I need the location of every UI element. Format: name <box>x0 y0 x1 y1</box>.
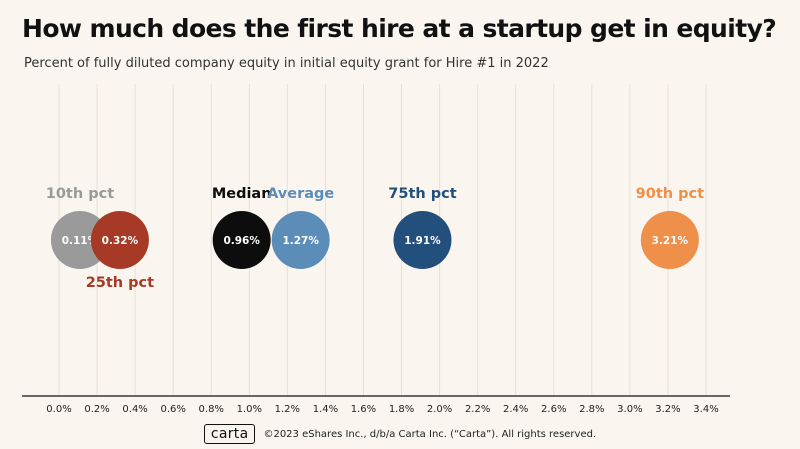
x-tick-label: 2.6% <box>541 404 566 415</box>
x-tick-label: 0.8% <box>199 404 224 415</box>
x-tick-label: 2.0% <box>427 404 452 415</box>
point-name-label: 90th pct <box>636 186 704 202</box>
x-tick-label: 3.4% <box>693 404 718 415</box>
x-tick-label: 0.0% <box>46 404 71 415</box>
x-tick-label: 3.0% <box>617 404 642 415</box>
point-name-label: Average <box>267 186 334 202</box>
x-tick-label: 0.4% <box>122 404 147 415</box>
data-label: 1.27% <box>282 235 319 247</box>
point-name-label: 75th pct <box>388 186 456 202</box>
data-label: 0.32% <box>102 235 139 247</box>
footer: carta ©2023 eShares Inc., d/b/a Carta In… <box>0 424 800 444</box>
point-name-label: Median <box>212 186 272 202</box>
data-point <box>50 211 109 269</box>
point-name-label: 25th pct <box>86 275 154 291</box>
x-tick-label: 1.2% <box>275 404 300 415</box>
x-tick-label: 0.2% <box>84 404 109 415</box>
x-tick-label: 1.0% <box>237 404 262 415</box>
x-tick-label: 3.2% <box>655 404 680 415</box>
data-point <box>393 211 452 269</box>
data-points: 0.11% 10th pct 0.32% 25th pct 0.96% Median 1.2… <box>46 186 704 291</box>
x-tick-labels: 0.0% 0.2% 0.4% 0.6% 0.8% 1.0% 1.2% 1.4% 1.6% 1.8%… <box>46 404 718 415</box>
data-point <box>212 211 271 269</box>
chart-title: How much does the first hire at a startu… <box>22 14 777 43</box>
x-tick-label: 1.6% <box>351 404 376 415</box>
chart-subtitle: Percent of fully diluted company equity … <box>24 56 549 71</box>
x-tick-label: 1.8% <box>389 404 414 415</box>
x-tick-label: 0.6% <box>160 404 185 415</box>
data-point <box>640 211 699 269</box>
data-label: 3.21% <box>652 235 689 247</box>
x-tick-label: 2.4% <box>503 404 528 415</box>
x-tick-label: 2.2% <box>465 404 490 415</box>
point-name-label: 10th pct <box>46 186 114 202</box>
carta-logo: carta <box>203 424 256 444</box>
x-tick-label: 1.4% <box>313 404 338 415</box>
grid-lines <box>58 84 707 396</box>
data-label: 0.11% <box>62 235 99 247</box>
x-tick-label: 2.8% <box>579 404 604 415</box>
data-label: 1.91% <box>404 235 441 247</box>
data-point <box>271 211 330 269</box>
copyright-text: ©2023 eShares Inc., d/b/a Carta Inc. (“C… <box>263 428 597 440</box>
data-label: 0.96% <box>223 235 260 247</box>
data-point <box>90 211 149 269</box>
